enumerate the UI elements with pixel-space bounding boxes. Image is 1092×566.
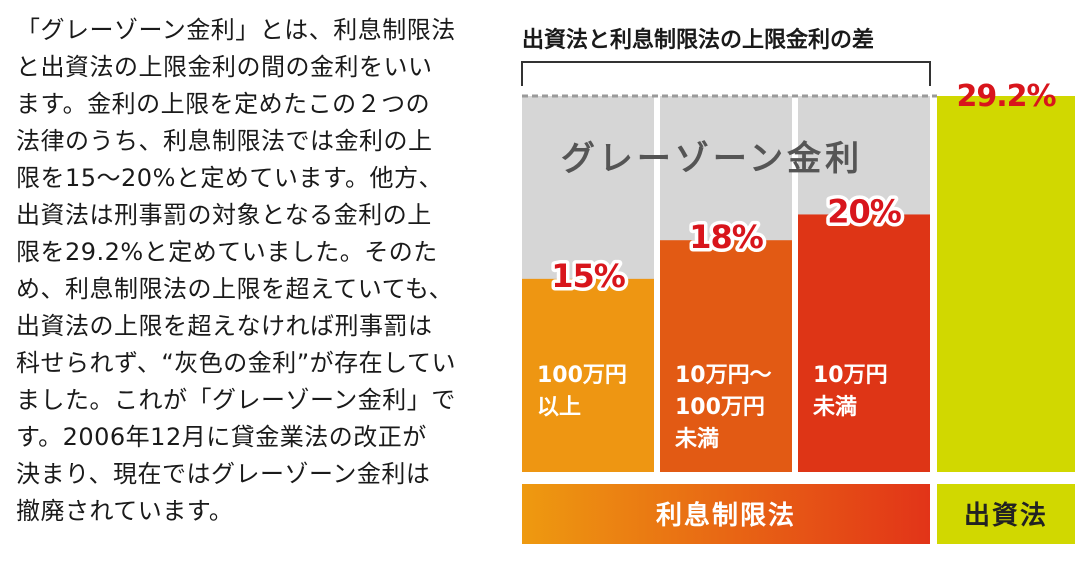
value-label: 18% (689, 218, 764, 256)
gray-zone-label: グレーゾーン金利 (561, 139, 863, 179)
value-label: 29.2% (956, 79, 1056, 114)
article-line: ます。金利の上限を定めたこの２つの (16, 90, 431, 118)
value-label: 15% (551, 257, 626, 295)
article-text: 「グレーゾーン金利」とは、利息制限法 と出資法の上限金利の間の金利をいい ます。金利… (16, 12, 496, 530)
group-label: 出資法 (964, 501, 1048, 531)
article-line: 限を29.2%と定めていました。そのた (16, 238, 438, 266)
bar (798, 214, 930, 472)
category-label: 未満 (813, 394, 857, 420)
category-label: 以上 (537, 395, 581, 420)
value-label-outline: 18% (689, 218, 764, 256)
chart-title: 出資法と利息制限法の上限金利の差 (522, 28, 875, 53)
group-band-risoku (522, 484, 930, 544)
category-label: 10万円～ (675, 363, 772, 388)
article-line: 「グレーゾーン金利」とは、利息制限法 (16, 16, 456, 44)
category-label: 10万円 (813, 363, 888, 388)
category-label: 100万円 (675, 395, 765, 420)
article-line: 出資法は刑事罰の対象となる金利の上 (16, 201, 432, 229)
bar (522, 278, 654, 472)
bar (937, 96, 1075, 472)
article-line: す。2006年12月に貸金業法の改正が (16, 423, 427, 451)
category-label: 未満 (675, 426, 719, 452)
article-line: め、利息制限法の上限を超えていても、 (16, 275, 454, 303)
group-band-shusshi (937, 484, 1075, 544)
article-line: ました。これが「グレーゾーン金利」で (16, 386, 456, 414)
value-label-outline: 15% (551, 257, 626, 295)
bar (660, 240, 792, 472)
category-label: 100万円 (537, 363, 627, 388)
article-line: 科せられず、“灰色の金利”が存在してい (16, 349, 456, 377)
article-line: 出資法の上限を超えなければ刑事罰は (16, 312, 433, 340)
article-line: 撤廃されています。 (16, 497, 234, 525)
value-label-outline: 20% (827, 192, 902, 230)
title-bracket (521, 61, 931, 86)
group-label: 利息制限法 (656, 500, 796, 531)
article-line: と出資法の上限金利の間の金利をいい (16, 53, 433, 81)
article-line: 法律のうち、利息制限法では金利の上 (16, 127, 433, 155)
value-label: 20% (827, 192, 902, 230)
article-line: 決まり、現在ではグレーゾーン金利は (16, 460, 431, 488)
article-line: 限を15～20%と定めています。他方、 (16, 164, 443, 192)
